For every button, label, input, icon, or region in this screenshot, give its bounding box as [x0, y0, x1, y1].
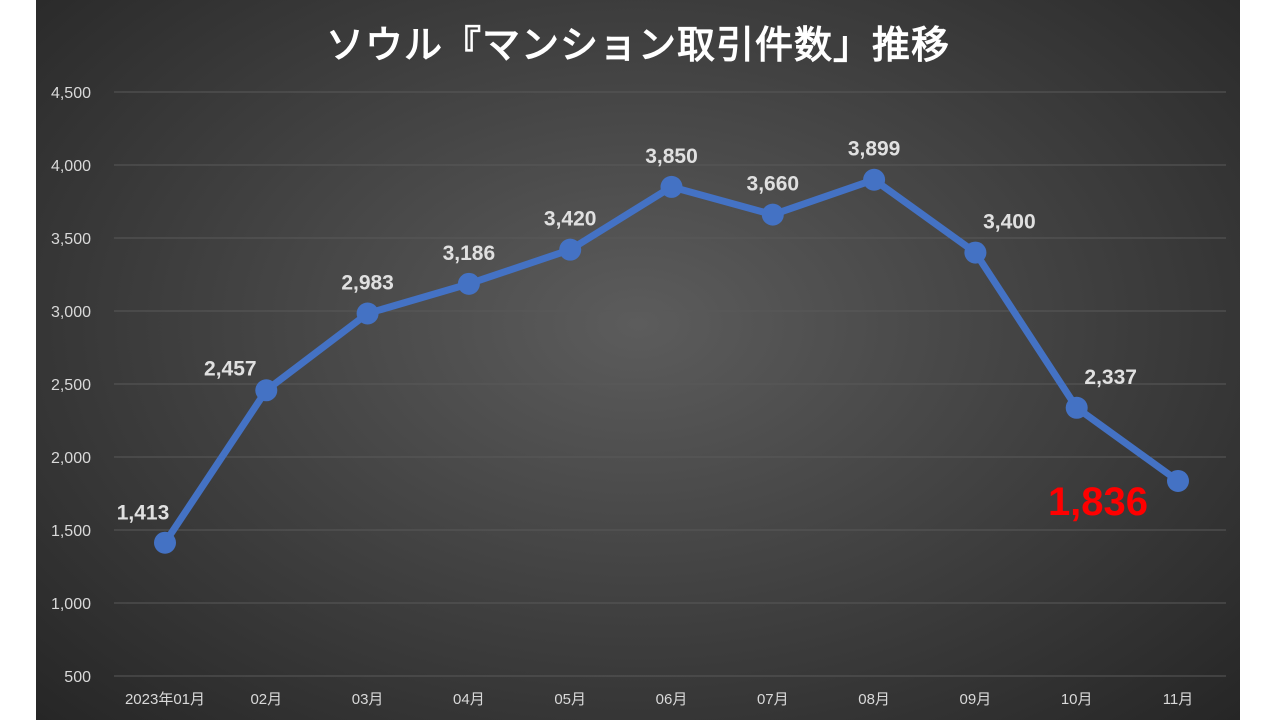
data-label: 3,186 — [443, 242, 496, 265]
data-label: 2,337 — [1084, 366, 1137, 389]
data-point — [761, 203, 784, 226]
data-point — [559, 238, 582, 261]
data-label: 2,457 — [204, 357, 257, 380]
x-tick-label: 02月 — [250, 691, 282, 708]
data-point — [1065, 396, 1088, 419]
series-line — [161, 176, 1182, 547]
y-tick-label: 4,000 — [51, 158, 91, 175]
data-point — [154, 531, 176, 554]
data-label: 3,400 — [983, 211, 1036, 234]
x-tick-label: 07月 — [757, 691, 789, 708]
y-tick-label: 2,500 — [51, 377, 91, 394]
line-chart: 500 1,000 1,500 2,000 2,500 3,000 3,500 4,000 4,… — [51, 85, 1226, 708]
x-tick-label: 05月 — [554, 691, 586, 708]
y-tick-label: 1,500 — [51, 523, 91, 540]
y-tick-label: 1,000 — [51, 596, 91, 613]
data-point — [457, 272, 480, 295]
y-tick-label: 2,000 — [51, 450, 91, 467]
x-tick-label: 11月 — [1163, 691, 1194, 708]
data-point — [1167, 469, 1189, 492]
data-label: 3,899 — [848, 138, 901, 161]
data-point — [660, 175, 683, 198]
data-label: 1,413 — [117, 502, 170, 525]
data-point — [964, 241, 987, 264]
x-tick-label: 09月 — [960, 691, 992, 708]
data-point — [356, 302, 379, 325]
y-tick-label: 500 — [64, 669, 91, 686]
y-tick-label: 3,500 — [51, 231, 91, 248]
chart-slide: ソウル『マンション取引件数」推移 500 1,000 1,500 2,000 2,500… — [36, 0, 1240, 720]
y-tick-label: 4,500 — [51, 85, 91, 102]
x-tick-label: 2023年01月 — [125, 691, 205, 708]
x-tick-label: 03月 — [352, 691, 384, 708]
data-label: 3,850 — [645, 145, 698, 168]
data-label: 3,420 — [544, 208, 597, 231]
x-tick-label: 08月 — [858, 691, 890, 708]
data-point — [863, 168, 886, 191]
chart-title: ソウル『マンション取引件数」推移 — [325, 23, 950, 67]
data-label: 1,836 — [1048, 480, 1148, 524]
x-tick-label: 10月 — [1061, 691, 1093, 708]
data-label: 3,660 — [747, 173, 800, 196]
x-tick-label: 04月 — [453, 691, 485, 708]
data-point — [255, 379, 278, 402]
x-tick-label: 06月 — [656, 691, 688, 708]
y-tick-label: 3,000 — [51, 304, 91, 321]
data-label: 2,983 — [341, 271, 394, 294]
